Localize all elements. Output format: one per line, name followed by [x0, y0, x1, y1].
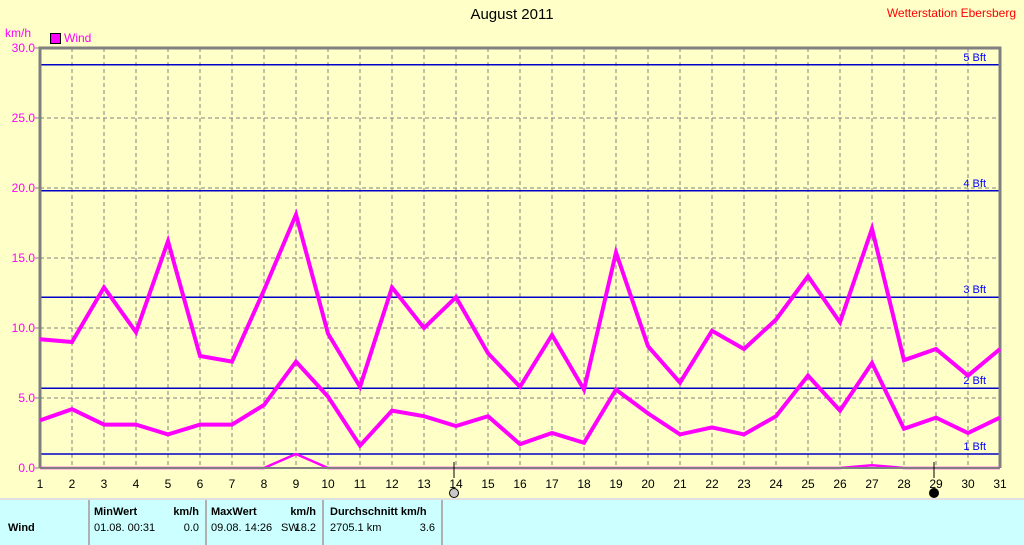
avg-col: Durchschnitt km/h 2705.1 km 3.6	[324, 500, 443, 545]
plot-frame	[38, 46, 1002, 468]
x-tick-label: 23	[737, 477, 751, 491]
x-tick-label: 2	[69, 477, 76, 491]
x-tick-label: 17	[545, 477, 559, 491]
min-header: MinWert	[94, 506, 138, 518]
max-header: MaxWert	[211, 506, 257, 518]
wind-chart: 1 2 3 4 5 6 7 8 9 10 11 12 13 14 15 16 17 18 19 20 21 22 23 24 2…	[12, 41, 1007, 498]
row-label: Wind	[8, 522, 35, 534]
x-tick-label: 16	[513, 477, 527, 491]
x-tick-label: 25	[801, 477, 815, 491]
y-tick-label: 10.0	[12, 321, 36, 335]
x-tick-label: 3	[101, 477, 108, 491]
x-tick-label: 6	[197, 477, 204, 491]
beaufort-label: 3 Bft	[963, 284, 986, 296]
y-tick-label: 0.0	[18, 461, 35, 475]
x-tick-label: 30	[961, 477, 975, 491]
y-tick-label: 15.0	[12, 251, 36, 265]
x-tick-label: 18	[577, 477, 591, 491]
y-tick-label: 30.0	[12, 41, 36, 55]
legend-label: Wind	[64, 31, 92, 45]
x-tick-label: 12	[385, 477, 399, 491]
x-tick-label: 20	[641, 477, 655, 491]
legend: Wind	[50, 31, 91, 45]
avg-value: 3.6	[419, 522, 435, 534]
x-tick-label: 11	[354, 477, 367, 491]
x-tick-label: 4	[133, 477, 140, 491]
max-time: 09.08. 14:26	[211, 522, 273, 534]
beaufort-label: 1 Bft	[963, 441, 986, 453]
y-axis-unit: km/h	[5, 26, 32, 40]
max-unit: km/h	[290, 506, 316, 518]
full-moon-icon	[449, 488, 459, 498]
station-name: Wetterstation Ebersberg	[886, 6, 1016, 20]
min-col: MinWert km/h 01.08. 00:31 0.0	[90, 500, 207, 545]
legend-swatch	[50, 32, 61, 44]
x-tick-label: 24	[769, 477, 783, 491]
max-value: 18.2	[294, 522, 316, 534]
x-tick-label: 19	[609, 477, 623, 491]
beaufort-label: 2 Bft	[963, 375, 986, 387]
series-line	[39, 208, 1002, 395]
x-tick-label: 1	[37, 477, 44, 491]
x-tick-label: 14	[449, 477, 463, 491]
beaufort-label: 4 Bft	[963, 178, 986, 190]
max-col: MaxWert km/h 09.08. 14:26 SW 18.2	[207, 500, 324, 545]
avg-distance: 2705.1 km	[330, 522, 382, 534]
beaufort-label: 5 Bft	[963, 52, 986, 64]
x-tick-label: 26	[833, 477, 847, 491]
x-tick-label: 29	[929, 477, 943, 491]
series-line	[39, 358, 1001, 449]
x-tick-label: 22	[705, 477, 719, 491]
min-time: 01.08. 00:31	[94, 522, 156, 534]
x-tick-label: 31	[993, 477, 1007, 491]
min-unit: km/h	[173, 506, 199, 518]
y-tick-label: 25.0	[12, 111, 36, 125]
y-tick-label: 5.0	[18, 391, 35, 405]
avg-header: Durchschnitt km/h	[330, 506, 427, 518]
chart-title: August 2011	[470, 6, 554, 23]
x-tick-label: 9	[293, 477, 300, 491]
x-tick-label: 13	[417, 477, 431, 491]
y-tick-label: 20.0	[12, 181, 36, 195]
x-tick-label: 5	[165, 477, 172, 491]
min-value: 0.0	[183, 522, 199, 534]
x-tick-label: 27	[865, 477, 879, 491]
x-tick-label: 10	[321, 477, 335, 491]
stats-table: Wind MinWert km/h 01.08. 00:31 0.0 MaxWe…	[0, 498, 1024, 545]
x-tick-label: 15	[481, 477, 495, 491]
x-tick-label: 8	[261, 477, 268, 491]
new-moon-icon	[929, 488, 939, 498]
max-direction: SW	[281, 522, 299, 534]
x-tick-label: 28	[897, 477, 911, 491]
x-tick-label: 7	[229, 477, 236, 491]
row-label-col: Wind	[0, 500, 90, 545]
x-tick-label: 21	[673, 477, 687, 491]
